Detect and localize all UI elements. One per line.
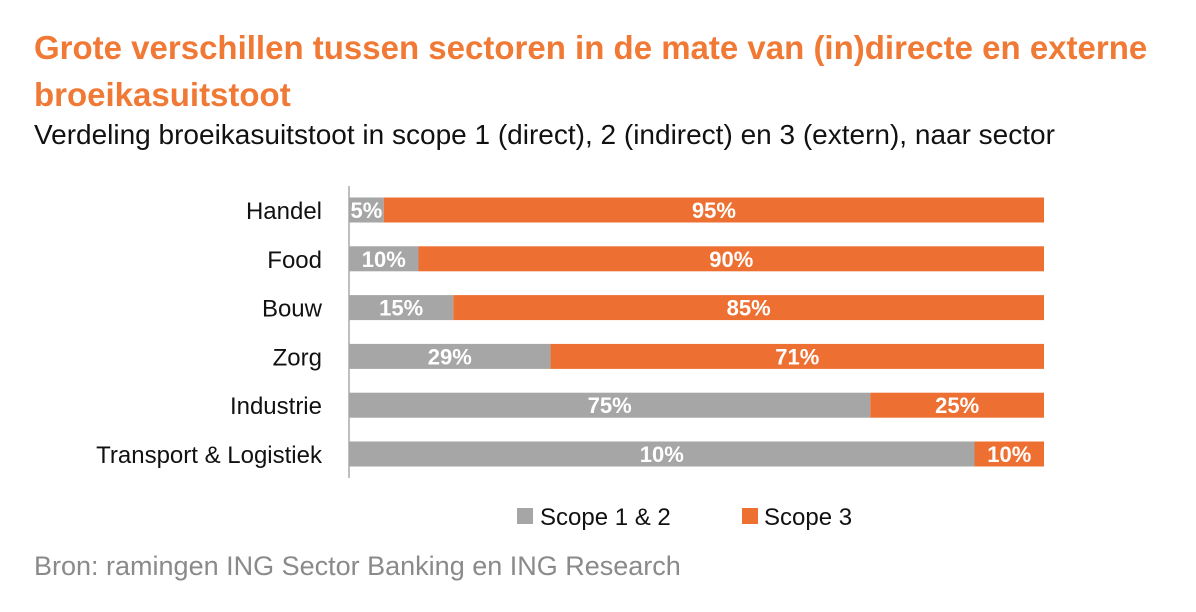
data-label: 10% <box>640 442 684 467</box>
bar-segment-scope-1-2 <box>349 295 454 321</box>
category-label: Bouw <box>262 296 323 323</box>
data-label: 71% <box>775 344 819 369</box>
data-label: 15% <box>379 296 423 321</box>
category-label: Handel <box>246 198 322 225</box>
data-label: 75% <box>588 393 632 418</box>
legend-swatch <box>742 508 758 524</box>
bar-segment-scope-1-2 <box>349 197 384 223</box>
bar-segment-scope-3 <box>974 441 1044 467</box>
category-label: Zorg <box>273 344 322 371</box>
data-label: 10% <box>987 442 1031 467</box>
data-label: 90% <box>709 247 753 272</box>
category-label: Food <box>267 247 322 274</box>
legend-swatch <box>517 508 533 524</box>
data-label: 5% <box>350 198 382 223</box>
bar-segment-scope-3 <box>870 392 1044 418</box>
bar-segment-scope-3 <box>418 246 1044 272</box>
data-label: 25% <box>935 393 979 418</box>
bar-segment-scope-1-2 <box>349 392 871 418</box>
bar-segment-scope-1-2 <box>349 441 975 467</box>
data-label: 10% <box>362 247 406 272</box>
legend-label: Scope 3 <box>764 504 852 531</box>
bar-segment-scope-1-2 <box>349 343 551 369</box>
bar-segment-scope-3 <box>383 197 1044 223</box>
legend-label: Scope 1 & 2 <box>540 504 671 531</box>
bar-segment-scope-3 <box>550 343 1044 369</box>
data-label: 85% <box>727 296 771 321</box>
category-label: Industrie <box>230 393 322 420</box>
bar-segment-scope-3 <box>453 295 1044 321</box>
source-note: Bron: ramingen ING Sector Banking en ING… <box>34 551 681 581</box>
chart-title: Grote verschillen tussen sectoren in de … <box>34 29 1148 113</box>
bar-segment-scope-1-2 <box>349 246 419 272</box>
data-label: 29% <box>428 344 472 369</box>
data-label: 95% <box>692 198 736 223</box>
category-label: Transport & Logistiek <box>96 442 323 469</box>
chart-subtitle: Verdeling broeikasuitstoot in scope 1 (d… <box>34 119 1055 150</box>
